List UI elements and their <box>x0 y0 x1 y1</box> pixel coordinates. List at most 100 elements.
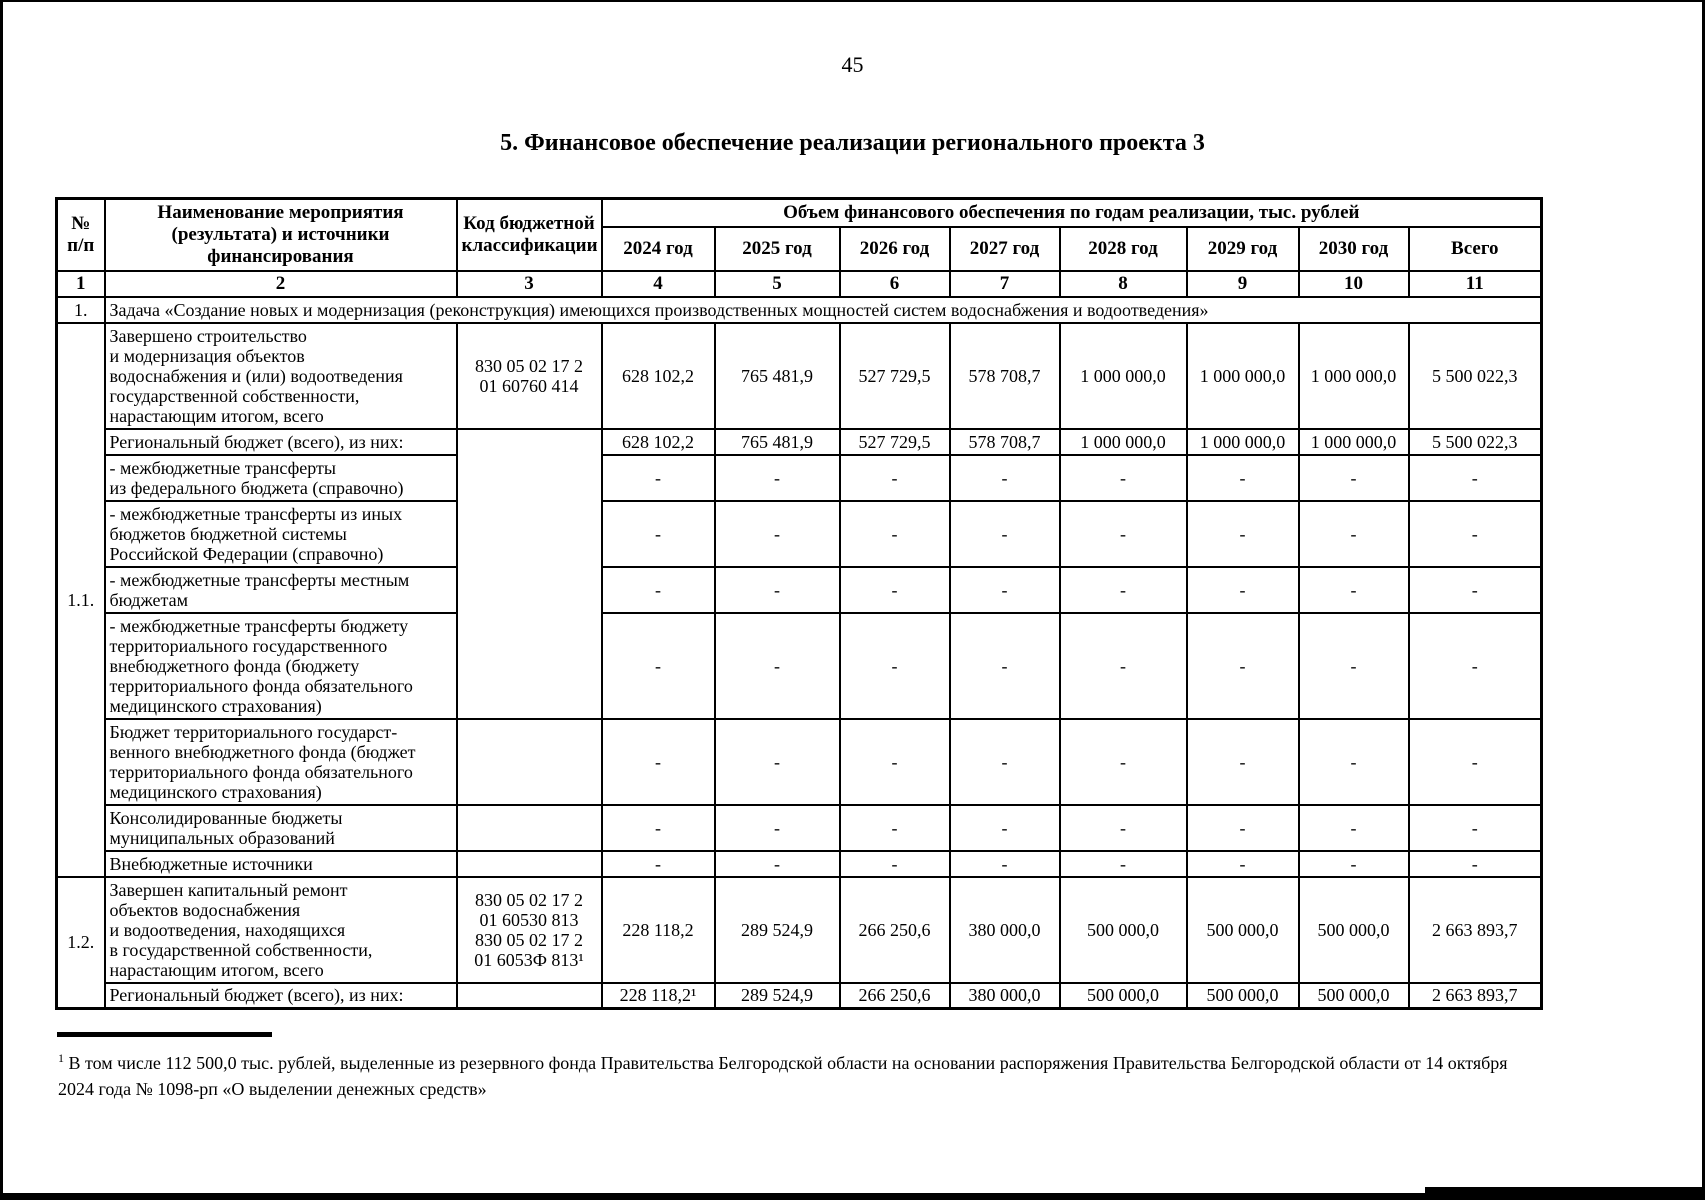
value-2029: 500 000,0 <box>1185 981 1300 1010</box>
value-2027: - <box>948 803 1061 852</box>
header-year-2029: 2029 год <box>1185 225 1300 272</box>
budget-code-empty <box>455 427 603 720</box>
value-2025: - <box>713 849 841 878</box>
value-2028: - <box>1058 453 1188 502</box>
col-index: 8 <box>1058 269 1188 298</box>
header-year-2024: 2024 год <box>600 225 716 272</box>
value-2027: - <box>948 717 1061 806</box>
value-2029: 1 000 000,0 <box>1185 427 1300 456</box>
value-2024: 628 102,2 <box>600 427 716 456</box>
value-2030: - <box>1297 849 1410 878</box>
value-2027: 380 000,0 <box>948 875 1061 984</box>
table-row: - межбюджетные трансферты местным бюджет… <box>57 565 1543 614</box>
value-2027: - <box>948 453 1061 502</box>
measure-name: Завершен капитальный ремонт объектов вод… <box>103 875 458 984</box>
source-name: - межбюджетные трансферты из иных бюджет… <box>103 499 458 568</box>
value-2025: - <box>713 565 841 614</box>
row-number: 1.1. <box>55 321 106 878</box>
value-2028: - <box>1058 717 1188 806</box>
value-2030: - <box>1297 803 1410 852</box>
page-number: 45 <box>841 52 864 77</box>
table-row-1-1: 1.1. Завершено строительство и модерниза… <box>55 321 1543 878</box>
footnote-text: В том числе 112 500,0 тыс. рублей, выдел… <box>58 1053 1508 1099</box>
value-2026: - <box>838 849 951 878</box>
col-index: 1 <box>55 269 106 298</box>
footnote: 1 В том числе 112 500,0 тыс. рублей, выд… <box>58 1045 1528 1102</box>
value-2029: - <box>1185 849 1300 878</box>
footnote-separator <box>57 1032 272 1037</box>
value-2030: 500 000,0 <box>1297 981 1410 1010</box>
value-2025: 289 524,9 <box>713 981 841 1010</box>
value-2025: - <box>713 717 841 806</box>
value-2030: 1 000 000,0 <box>1297 427 1410 456</box>
value-2026: - <box>838 611 951 720</box>
source-name: - межбюджетные трансферты из федеральног… <box>103 453 458 502</box>
col-index: 5 <box>713 269 841 298</box>
header-year-2025: 2025 год <box>713 225 841 272</box>
budget-code-empty <box>455 849 603 878</box>
value-total: 5 500 022,3 <box>1407 427 1543 456</box>
value-2030: - <box>1297 565 1410 614</box>
value-total: - <box>1407 803 1543 852</box>
table-row: - межбюджетные трансферты бюджету террит… <box>57 611 1543 720</box>
value-2025: 289 524,9 <box>713 875 841 984</box>
value-total: - <box>1407 849 1543 878</box>
value-2024: - <box>600 453 716 502</box>
value-2029: 500 000,0 <box>1185 875 1300 984</box>
value-2026: - <box>838 453 951 502</box>
source-name: Бюджет территориального государст- венно… <box>103 717 458 806</box>
value-total: 5 500 022,3 <box>1407 321 1543 430</box>
value-2027: - <box>948 565 1061 614</box>
source-name: Региональный бюджет (всего), из них: <box>103 427 458 456</box>
value-2026: 527 729,5 <box>838 321 951 430</box>
budget-code-empty <box>455 803 603 852</box>
col-index: 3 <box>455 269 603 298</box>
value-total: 2 663 893,7 <box>1407 981 1543 1010</box>
value-total: - <box>1407 611 1543 720</box>
value-2030: - <box>1297 499 1410 568</box>
value-2028: 500 000,0 <box>1058 875 1188 984</box>
value-2026: 527 729,5 <box>838 427 951 456</box>
table-row: Бюджет территориального государст- венно… <box>57 717 1543 806</box>
header-total: Всего <box>1407 225 1543 272</box>
value-2030: - <box>1297 611 1410 720</box>
source-name: Внебюджетные источники <box>103 849 458 878</box>
scan-artifact-bottom-right <box>1425 1187 1705 1200</box>
value-total: - <box>1407 453 1543 502</box>
value-2024: 228 118,2 <box>600 875 716 984</box>
value-2027: 380 000,0 <box>948 981 1061 1010</box>
header-name: Наименование мероприятия (результата) и … <box>103 197 458 272</box>
value-2027: - <box>948 611 1061 720</box>
value-2029: - <box>1185 717 1300 806</box>
budget-code: 830 05 02 17 2 01 60760 414 <box>455 321 603 430</box>
value-2029: 1 000 000,0 <box>1185 321 1300 430</box>
value-2024: - <box>600 611 716 720</box>
measure-name: Завершено строительство и модернизация о… <box>103 321 458 430</box>
document-title: 5. Финансовое обеспечение реализации рег… <box>500 130 1205 156</box>
value-2024: - <box>600 849 716 878</box>
value-2029: - <box>1185 803 1300 852</box>
value-2027: - <box>948 499 1061 568</box>
table-row: Региональный бюджет (всего), из них: 628… <box>57 427 1543 720</box>
header-year-2026: 2026 год <box>838 225 951 272</box>
column-numbering-row: 1 2 3 4 5 6 7 8 9 10 11 <box>55 269 1543 298</box>
value-2027: 578 708,7 <box>948 427 1061 456</box>
value-2026: 266 250,6 <box>838 981 951 1010</box>
table-row: - межбюджетные трансферты из иных бюджет… <box>57 499 1543 568</box>
value-2024: 228 118,2¹ <box>600 981 716 1010</box>
col-index: 9 <box>1185 269 1300 298</box>
value-2029: - <box>1185 453 1300 502</box>
value-2026: - <box>838 803 951 852</box>
value-2025: - <box>713 803 841 852</box>
value-2030: - <box>1297 717 1410 806</box>
value-2028: 1 000 000,0 <box>1058 427 1188 456</box>
value-2025: 765 481,9 <box>713 321 841 430</box>
row-number: 1. <box>55 295 106 324</box>
source-name: Консолидированные бюджеты муниципальных … <box>103 803 458 852</box>
table-header-years-row: 2024 год 2025 год 2026 год 2027 год 2028… <box>57 225 1543 272</box>
col-index: 2 <box>103 269 458 298</box>
value-2029: - <box>1185 611 1300 720</box>
value-2030: 500 000,0 <box>1297 875 1410 984</box>
header-num: № п/п <box>55 197 106 272</box>
value-2025: - <box>713 453 841 502</box>
